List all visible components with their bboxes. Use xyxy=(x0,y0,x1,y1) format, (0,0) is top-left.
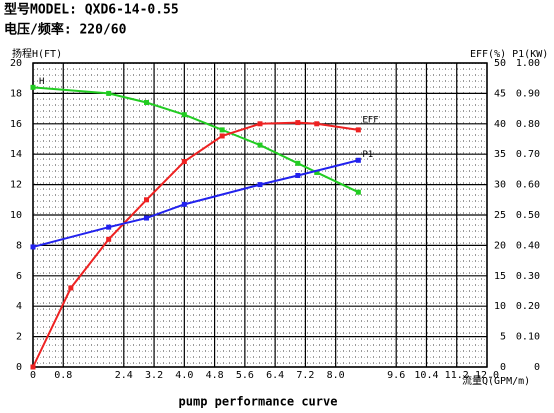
y-tick-label: 10 xyxy=(10,210,22,221)
y-tick-label: 20 xyxy=(10,58,22,69)
y3-tick-label: 0.90 xyxy=(516,88,540,99)
data-point xyxy=(144,197,149,203)
y-tick-label: 18 xyxy=(10,88,22,99)
y2-tick-label: 20 xyxy=(494,240,506,251)
data-point xyxy=(106,224,112,230)
y3-tick-label: 0.60 xyxy=(516,180,540,191)
x-tick-label: 8.0 xyxy=(327,370,345,381)
x-tick-label: 7.2 xyxy=(296,370,314,381)
y-tick-label: 16 xyxy=(10,119,22,130)
data-point xyxy=(355,157,361,163)
data-point xyxy=(219,133,225,139)
data-point xyxy=(257,121,263,127)
series-label: EFF xyxy=(362,115,378,125)
data-point xyxy=(355,189,361,195)
y2-tick-label: 50 xyxy=(494,58,506,69)
series-label: P1 xyxy=(362,150,373,160)
x-tick-label: 4.0 xyxy=(175,370,193,381)
series-label: H xyxy=(39,77,44,87)
data-point xyxy=(257,182,263,188)
x-tick-label: 3.2 xyxy=(145,370,163,381)
y3-tick-label: 0.10 xyxy=(516,332,540,343)
y2-axis-label: EFF(%) P1(KW) xyxy=(470,49,548,60)
y-tick-label: 6 xyxy=(16,271,22,282)
x-tick-label: 10.4 xyxy=(414,370,438,381)
y2-tick-label: 0 xyxy=(500,362,506,373)
x-tick-label: 2.4 xyxy=(115,370,133,381)
data-point xyxy=(106,90,112,96)
y2-tick-label: 15 xyxy=(494,271,506,282)
y3-tick-label: 0.80 xyxy=(516,119,540,130)
data-point xyxy=(181,112,187,118)
y2-tick-label: 40 xyxy=(494,119,506,130)
data-point xyxy=(295,172,301,178)
y-tick-label: 14 xyxy=(10,149,22,160)
x-tick-label: 0 xyxy=(30,370,36,381)
y-tick-label: 8 xyxy=(16,240,22,251)
y2-tick-label: 35 xyxy=(494,149,506,160)
y3-tick-label: 0.20 xyxy=(516,301,540,312)
x-tick-label: 4.8 xyxy=(206,370,224,381)
y2-tick-label: 10 xyxy=(494,301,506,312)
data-point xyxy=(68,285,74,291)
data-point xyxy=(355,127,361,133)
series-line xyxy=(32,121,359,368)
y3-tick-label: 0.40 xyxy=(516,240,540,251)
data-point xyxy=(106,236,112,242)
y3-tick-label: 0.50 xyxy=(516,210,540,221)
y3-tick-label: 1.00 xyxy=(516,58,540,69)
y-tick-label: 2 xyxy=(16,332,22,343)
y-axis-label: 扬程H(FT) xyxy=(12,47,62,60)
x-tick-label: 12.0 xyxy=(475,370,499,381)
data-point xyxy=(30,244,36,250)
chart-title: pump performance curve xyxy=(179,395,338,409)
data-point xyxy=(144,215,149,221)
data-point xyxy=(295,120,301,126)
data-point xyxy=(219,127,225,133)
y2-tick-label: 45 xyxy=(494,88,506,99)
x-tick-label: 6.4 xyxy=(266,370,284,381)
x-tick-label: 5.6 xyxy=(236,370,254,381)
y2-tick-label: 30 xyxy=(494,180,506,191)
data-point xyxy=(144,100,149,106)
data-point xyxy=(314,169,320,175)
x-tick-label: 0.8 xyxy=(54,370,72,381)
x-axis-label: 流量Q(GPM/m) xyxy=(462,374,530,387)
y3-tick-label: 0.70 xyxy=(516,149,540,160)
x-tick-label: 11.2 xyxy=(445,370,469,381)
data-point xyxy=(257,142,263,148)
y-tick-label: 0 xyxy=(16,362,22,373)
y2-tick-label: 5 xyxy=(500,332,506,343)
data-point xyxy=(295,160,301,166)
data-point xyxy=(30,364,36,370)
y-tick-label: 12 xyxy=(10,180,22,191)
y-tick-label: 4 xyxy=(16,301,22,312)
data-point xyxy=(181,201,187,207)
header-line: 型号MODEL: QXD6-14-0.55 xyxy=(4,2,179,18)
data-point xyxy=(30,84,36,90)
header-line: 电压/频率: 220/60 xyxy=(4,22,127,38)
x-tick-label: 9.6 xyxy=(387,370,405,381)
data-point xyxy=(314,121,320,127)
y2-tick-label: 25 xyxy=(494,210,506,221)
y3-tick-label: 0 xyxy=(534,362,540,373)
y3-tick-label: 0.30 xyxy=(516,271,540,282)
data-point xyxy=(181,158,187,164)
